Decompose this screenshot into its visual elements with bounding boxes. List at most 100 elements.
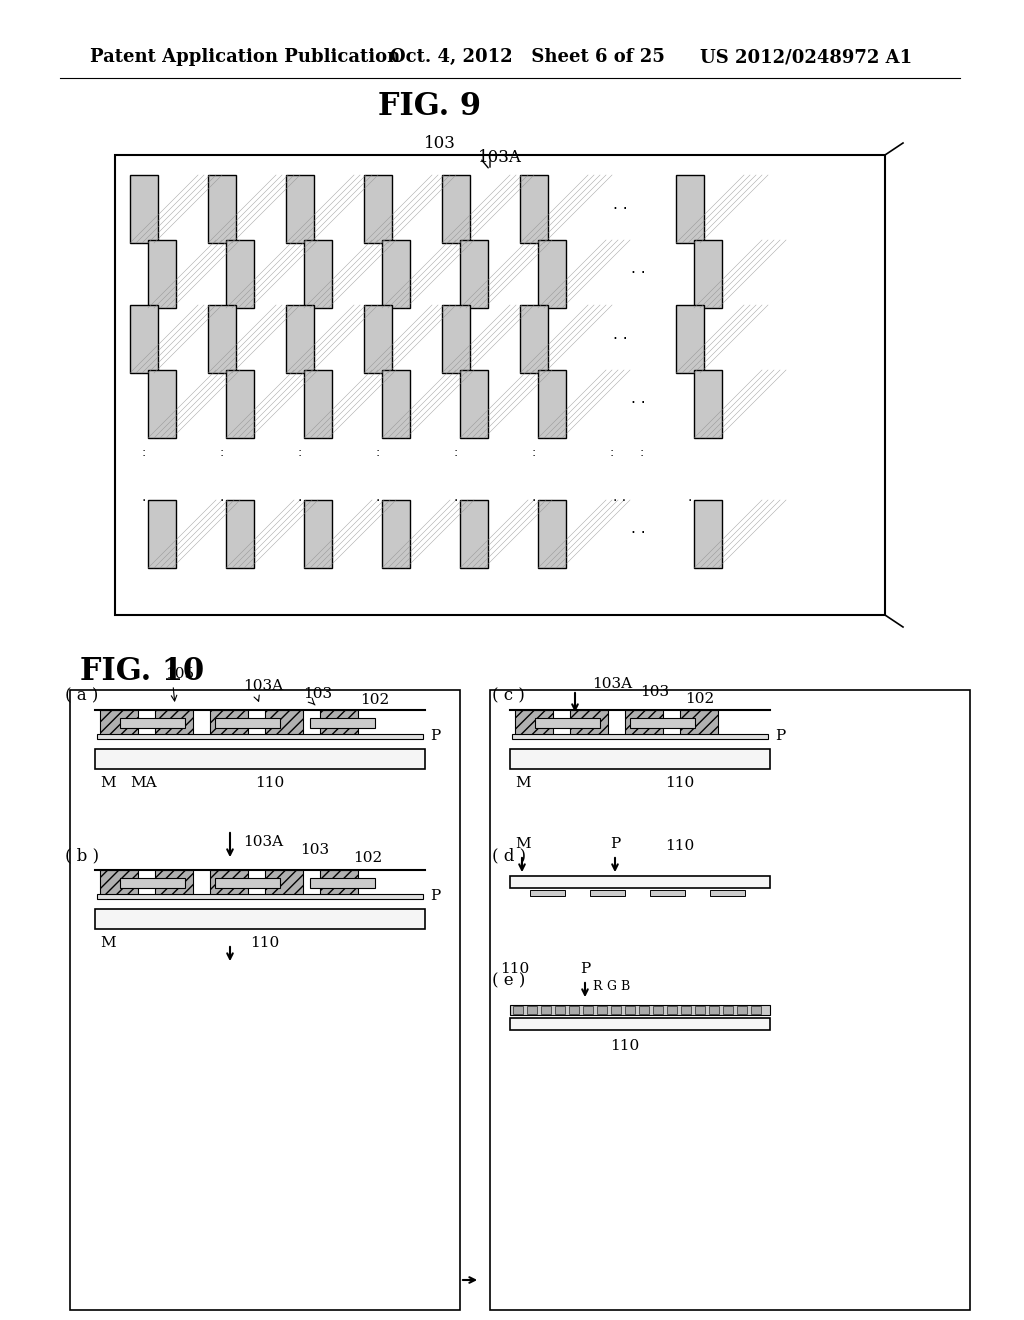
Text: ·: · xyxy=(688,494,692,508)
Bar xyxy=(676,305,705,374)
Text: :: : xyxy=(610,446,614,459)
Bar xyxy=(569,1006,579,1014)
Bar xyxy=(694,240,722,308)
Bar xyxy=(310,878,375,888)
Bar xyxy=(382,370,410,438)
Bar xyxy=(625,1006,635,1014)
Text: 103: 103 xyxy=(303,686,332,701)
Text: 110: 110 xyxy=(500,962,529,975)
Bar xyxy=(148,500,176,568)
Bar xyxy=(460,370,488,438)
Bar xyxy=(709,1006,719,1014)
Bar xyxy=(208,176,236,243)
Text: 110: 110 xyxy=(665,840,694,853)
Bar xyxy=(570,710,608,738)
Bar xyxy=(520,305,548,374)
Text: 110: 110 xyxy=(610,1039,639,1053)
Text: 103A: 103A xyxy=(243,836,283,849)
Text: 103A: 103A xyxy=(478,149,522,166)
Text: · ·: · · xyxy=(631,527,645,541)
Bar xyxy=(265,710,303,738)
Bar xyxy=(265,870,303,898)
Bar xyxy=(148,370,176,438)
Bar xyxy=(100,870,138,898)
Text: M: M xyxy=(100,776,116,789)
Bar xyxy=(723,1006,733,1014)
Bar xyxy=(667,1006,677,1014)
Text: 110: 110 xyxy=(665,776,694,789)
Text: 103A: 103A xyxy=(243,678,283,693)
Bar xyxy=(530,890,565,896)
Bar xyxy=(510,748,770,770)
Text: :: : xyxy=(454,446,458,459)
Bar xyxy=(95,909,425,929)
Text: M: M xyxy=(515,776,530,789)
Text: · ·: · · xyxy=(613,494,627,508)
Bar xyxy=(70,690,460,1309)
Bar xyxy=(210,870,248,898)
Bar xyxy=(304,240,332,308)
Text: 102: 102 xyxy=(685,692,715,706)
Bar xyxy=(226,370,254,438)
Text: 110: 110 xyxy=(250,936,280,950)
Text: P: P xyxy=(610,837,621,851)
Text: ·: · xyxy=(141,494,146,508)
Bar xyxy=(630,718,695,729)
Bar xyxy=(751,1006,761,1014)
Text: M: M xyxy=(100,936,116,950)
Text: 103A: 103A xyxy=(592,677,632,690)
Text: P: P xyxy=(430,729,440,743)
Bar xyxy=(513,1006,523,1014)
Bar xyxy=(694,370,722,438)
Text: FIG. 9: FIG. 9 xyxy=(379,91,481,121)
Bar xyxy=(520,176,548,243)
Text: ( a ): ( a ) xyxy=(65,686,98,704)
Text: :: : xyxy=(531,446,537,459)
Bar xyxy=(215,718,280,729)
Bar xyxy=(710,890,745,896)
Text: R: R xyxy=(592,979,601,993)
Bar xyxy=(382,500,410,568)
Bar xyxy=(538,240,566,308)
Text: :: : xyxy=(376,446,380,459)
Bar xyxy=(115,154,885,615)
Bar xyxy=(286,176,314,243)
Bar xyxy=(130,176,158,243)
Bar xyxy=(215,878,280,888)
Bar xyxy=(695,1006,705,1014)
Bar xyxy=(310,718,375,729)
Text: G: G xyxy=(606,979,616,993)
Text: · ·: · · xyxy=(631,267,645,281)
Text: 102: 102 xyxy=(360,693,389,708)
Bar xyxy=(680,710,718,738)
Bar xyxy=(590,890,625,896)
Text: :: : xyxy=(298,446,302,459)
Text: US 2012/0248972 A1: US 2012/0248972 A1 xyxy=(700,48,912,66)
Text: 103: 103 xyxy=(300,843,329,857)
Bar xyxy=(460,500,488,568)
Bar xyxy=(512,734,768,739)
Bar xyxy=(304,370,332,438)
Text: Oct. 4, 2012   Sheet 6 of 25: Oct. 4, 2012 Sheet 6 of 25 xyxy=(390,48,665,66)
Bar xyxy=(382,240,410,308)
Bar xyxy=(442,176,470,243)
Text: · ·: · · xyxy=(612,331,628,346)
Bar xyxy=(535,718,600,729)
Bar xyxy=(510,876,770,888)
Bar xyxy=(120,878,185,888)
Text: ( b ): ( b ) xyxy=(65,847,99,865)
Bar xyxy=(515,710,553,738)
Text: P: P xyxy=(775,729,785,743)
Text: :: : xyxy=(142,446,146,459)
Bar xyxy=(510,1005,770,1015)
Text: ( c ): ( c ) xyxy=(492,686,525,704)
Text: · ·: · · xyxy=(631,396,645,412)
Text: P: P xyxy=(430,888,440,903)
Bar xyxy=(650,890,685,896)
Text: :: : xyxy=(220,446,224,459)
Bar xyxy=(304,500,332,568)
Text: 110: 110 xyxy=(255,776,285,789)
Bar xyxy=(364,176,392,243)
Text: 102: 102 xyxy=(353,851,382,865)
Text: 103: 103 xyxy=(640,685,669,700)
